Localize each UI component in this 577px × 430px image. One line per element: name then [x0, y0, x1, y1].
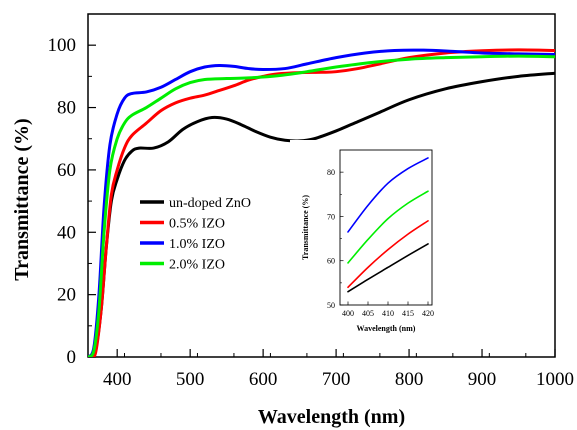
inset-series-line [347, 157, 429, 233]
inset-x-axis-title: Wavelength (nm) [357, 324, 416, 333]
legend-label: 0.5% IZO [169, 217, 225, 232]
series-line [88, 54, 555, 357]
y-tick-label: 20 [57, 285, 76, 306]
inset-y-tick-label: 80 [327, 168, 335, 177]
series-line [88, 71, 555, 357]
series-line [88, 48, 555, 357]
inset-x-tick-label: 405 [362, 309, 374, 318]
x-tick-label: 800 [395, 369, 424, 390]
y-tick-label: 40 [57, 222, 76, 243]
x-tick-label: 1000 [536, 369, 574, 390]
main-series-group [88, 48, 555, 357]
inset-x-tick-label: 420 [422, 309, 434, 318]
inset-series-line [347, 243, 429, 293]
inset-background [290, 140, 446, 346]
inset-x-tick-label: 400 [342, 309, 354, 318]
x-tick-label: 500 [176, 369, 205, 390]
inset-y-tick-label: 50 [327, 301, 335, 310]
y-tick-label: 60 [57, 160, 76, 181]
x-tick-label: 900 [468, 369, 497, 390]
y-axis-title: Transmittance (%) [11, 118, 33, 280]
legend: un-doped ZnO 0.5% IZO 1.0% IZO 2.0% IZO [140, 196, 251, 273]
inset-y-axis-title: Transmittance (%) [301, 195, 310, 260]
inset-series-line [347, 190, 429, 264]
legend-label: un-doped ZnO [169, 196, 251, 211]
inset-x-tick-label: 410 [382, 309, 394, 318]
inset-frame [339, 149, 433, 306]
x-tick-label: 400 [103, 369, 132, 390]
x-tick-label: 600 [249, 369, 278, 390]
legend-label: 2.0% IZO [169, 258, 225, 273]
inset-plot: 400 405 410 415 420 50 60 70 80 Wavelength (nm) Tr… [290, 140, 446, 346]
x-tick-label: 700 [322, 369, 351, 390]
y-tick-label: 100 [48, 35, 77, 56]
inset-x-tick-label: 415 [402, 309, 414, 318]
inset-series-line [347, 220, 429, 289]
inset-y-tick-label: 70 [327, 212, 335, 221]
main-plot-frame [87, 13, 556, 358]
main-plot: 400 500 600 700 800 900 1000 0 20 40 60 80 100 Wavele… [11, 13, 574, 428]
inset-y-tick-label: 60 [327, 257, 335, 266]
x-axis-title: Wavelength (nm) [258, 406, 405, 428]
y-tick-label: 80 [57, 98, 76, 119]
y-tick-label: 0 [67, 347, 77, 368]
legend-label: 1.0% IZO [169, 237, 225, 252]
